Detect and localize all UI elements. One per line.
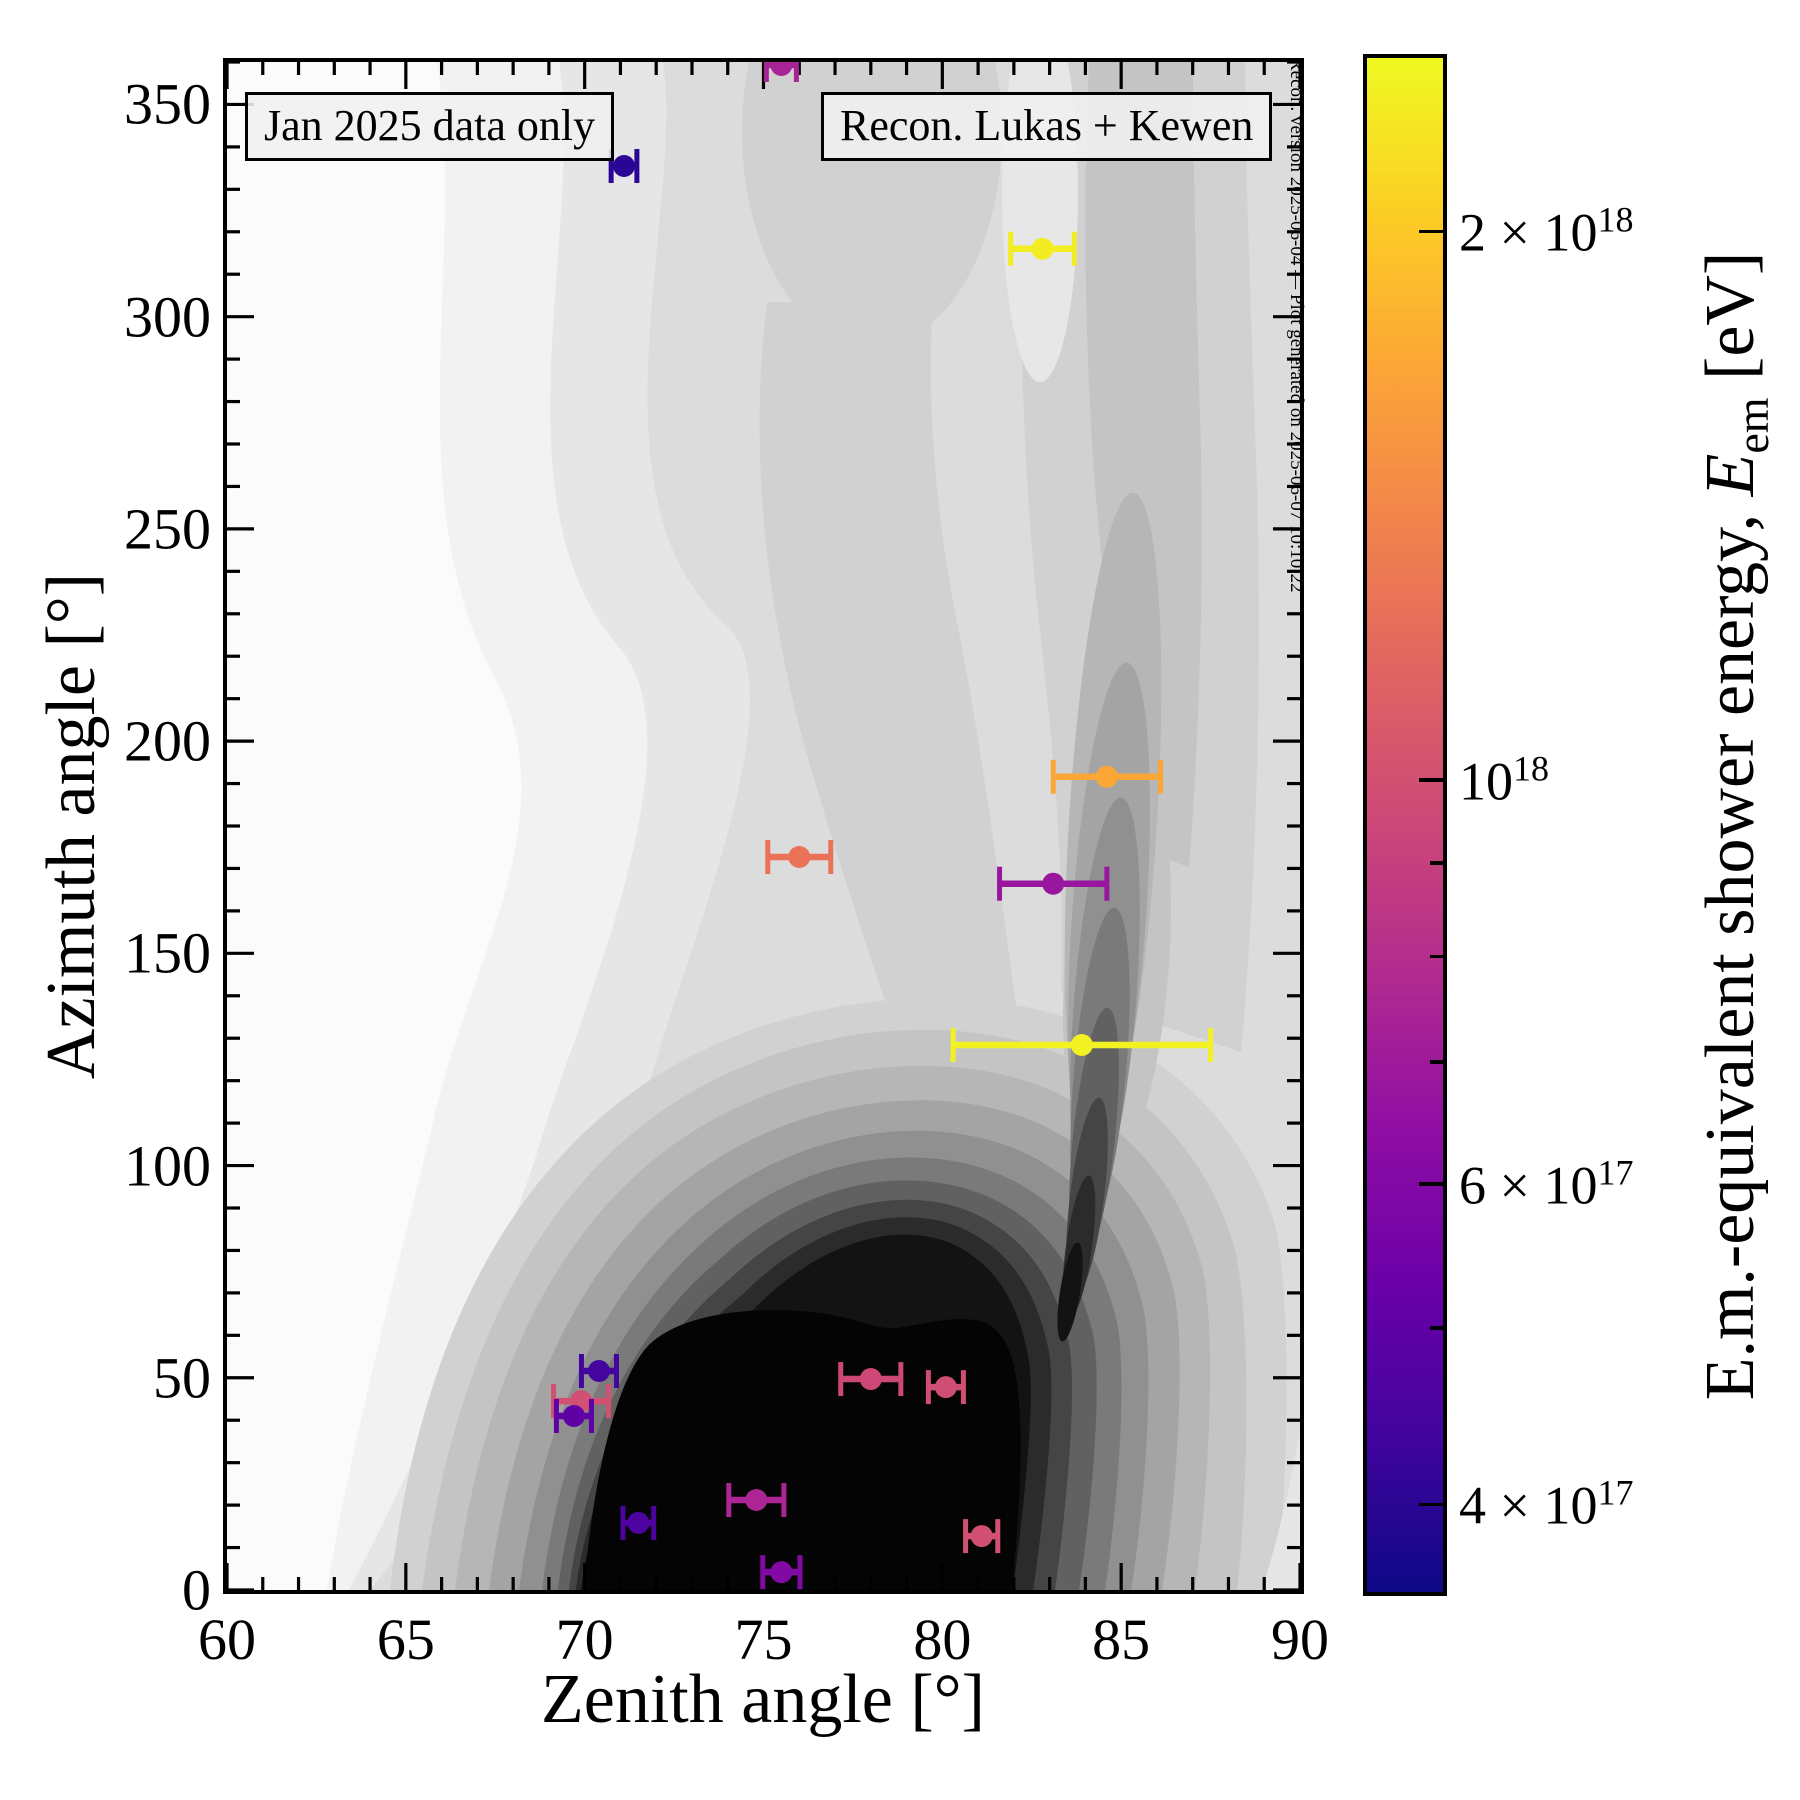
data-point bbox=[1050, 759, 1164, 794]
event-marker bbox=[745, 1489, 768, 1512]
x-tick-label: 85 bbox=[1092, 1607, 1151, 1672]
event-marker bbox=[859, 1368, 882, 1391]
y-tick-label: 200 bbox=[124, 708, 211, 774]
y-tick-label: 0 bbox=[182, 1557, 211, 1623]
colorbar-title: E.m.-equivalent shower energy, Eem [eV] bbox=[1691, 252, 1779, 1401]
x-tick-label: 75 bbox=[734, 1607, 793, 1672]
x-tick-label: 80 bbox=[913, 1607, 972, 1672]
dataset-annotation-box: Jan 2025 data only bbox=[245, 92, 615, 161]
reconstruction-annotation-box: Recon. Lukas + Kewen bbox=[821, 92, 1273, 161]
colorbar-tick-label: 4 × 1017 bbox=[1459, 1472, 1634, 1536]
colorbar-tick bbox=[1430, 1326, 1443, 1330]
data-point bbox=[1008, 231, 1077, 266]
x-tick-label: 60 bbox=[198, 1607, 256, 1672]
event-marker bbox=[770, 1561, 793, 1584]
plot-area: Jan 2025 data only Recon. Lukas + Kewen bbox=[223, 58, 1304, 1594]
event-marker bbox=[1031, 237, 1054, 260]
contour-layer bbox=[584, 1310, 1021, 1590]
y-tick-label: 150 bbox=[124, 920, 211, 986]
y-tick-label: 350 bbox=[124, 71, 211, 137]
colorbar-tick bbox=[1419, 229, 1443, 234]
contour-layer bbox=[1262, 1430, 1300, 1590]
event-marker bbox=[627, 1511, 650, 1534]
colorbar bbox=[1363, 54, 1447, 1596]
colorbar-tick bbox=[1430, 861, 1443, 865]
data-point bbox=[963, 1519, 1001, 1554]
y-tick-label: 100 bbox=[124, 1133, 211, 1199]
colorbar-title-symbol: E bbox=[1692, 453, 1769, 497]
dataset-annotation-text: Jan 2025 data only bbox=[264, 101, 596, 150]
x-tick-label: 65 bbox=[376, 1607, 435, 1672]
colorbar-tick bbox=[1419, 1502, 1443, 1507]
event-marker bbox=[613, 154, 636, 177]
colorbar-tick-label: 6 × 1017 bbox=[1459, 1152, 1634, 1216]
colorbar-title-prefix: E.m.-equivalent shower energy, bbox=[1692, 496, 1769, 1401]
data-point bbox=[950, 1028, 1214, 1063]
y-axis-title: Azimuth angle [°] bbox=[33, 572, 110, 1080]
y-tick-label: 300 bbox=[124, 284, 211, 350]
colorbar-tick bbox=[1430, 1060, 1443, 1064]
reconstruction-annotation-text: Recon. Lukas + Kewen bbox=[840, 101, 1254, 150]
data-point bbox=[551, 1384, 612, 1419]
data-point bbox=[553, 1398, 594, 1433]
data-point bbox=[997, 866, 1110, 901]
event-marker bbox=[1095, 765, 1118, 788]
colorbar-tick bbox=[1419, 778, 1443, 782]
contour-layer bbox=[759, 302, 1017, 1012]
event-marker bbox=[770, 62, 793, 76]
colorbar-title-subscript: em bbox=[1727, 397, 1778, 454]
colorbar-tick-label: 2 × 1018 bbox=[1459, 199, 1634, 263]
event-marker bbox=[1042, 872, 1065, 895]
colorbar-tick-label: 1018 bbox=[1459, 748, 1549, 812]
data-point bbox=[838, 1362, 904, 1397]
colorbar-tick bbox=[1419, 1182, 1443, 1186]
version-timestamp-note: Recon. version 2025-06-04 — Plot generat… bbox=[1286, 58, 1307, 593]
event-marker bbox=[970, 1525, 993, 1548]
data-point bbox=[760, 1555, 803, 1590]
contour-scatter-canvas bbox=[227, 62, 1300, 1590]
data-point bbox=[763, 62, 799, 82]
event-marker bbox=[587, 1359, 610, 1382]
contour-layer-lobe bbox=[1057, 1242, 1083, 1342]
x-tick-label: 90 bbox=[1271, 1607, 1329, 1672]
data-point bbox=[620, 1505, 657, 1540]
data-point bbox=[765, 839, 834, 874]
event-marker bbox=[562, 1404, 585, 1427]
event-marker bbox=[1070, 1034, 1093, 1057]
y-tick-label: 250 bbox=[124, 496, 211, 562]
x-tick-label: 70 bbox=[555, 1607, 614, 1672]
colorbar-title-suffix: [eV] bbox=[1692, 251, 1769, 398]
x-axis-title: Zenith angle [°] bbox=[541, 1661, 985, 1738]
colorbar-tick bbox=[1430, 954, 1443, 959]
event-marker bbox=[788, 845, 811, 868]
data-point bbox=[726, 1483, 787, 1518]
data-point bbox=[578, 1353, 619, 1388]
data-point bbox=[925, 1370, 966, 1405]
event-marker bbox=[934, 1376, 957, 1399]
y-tick-label: 50 bbox=[153, 1345, 211, 1411]
